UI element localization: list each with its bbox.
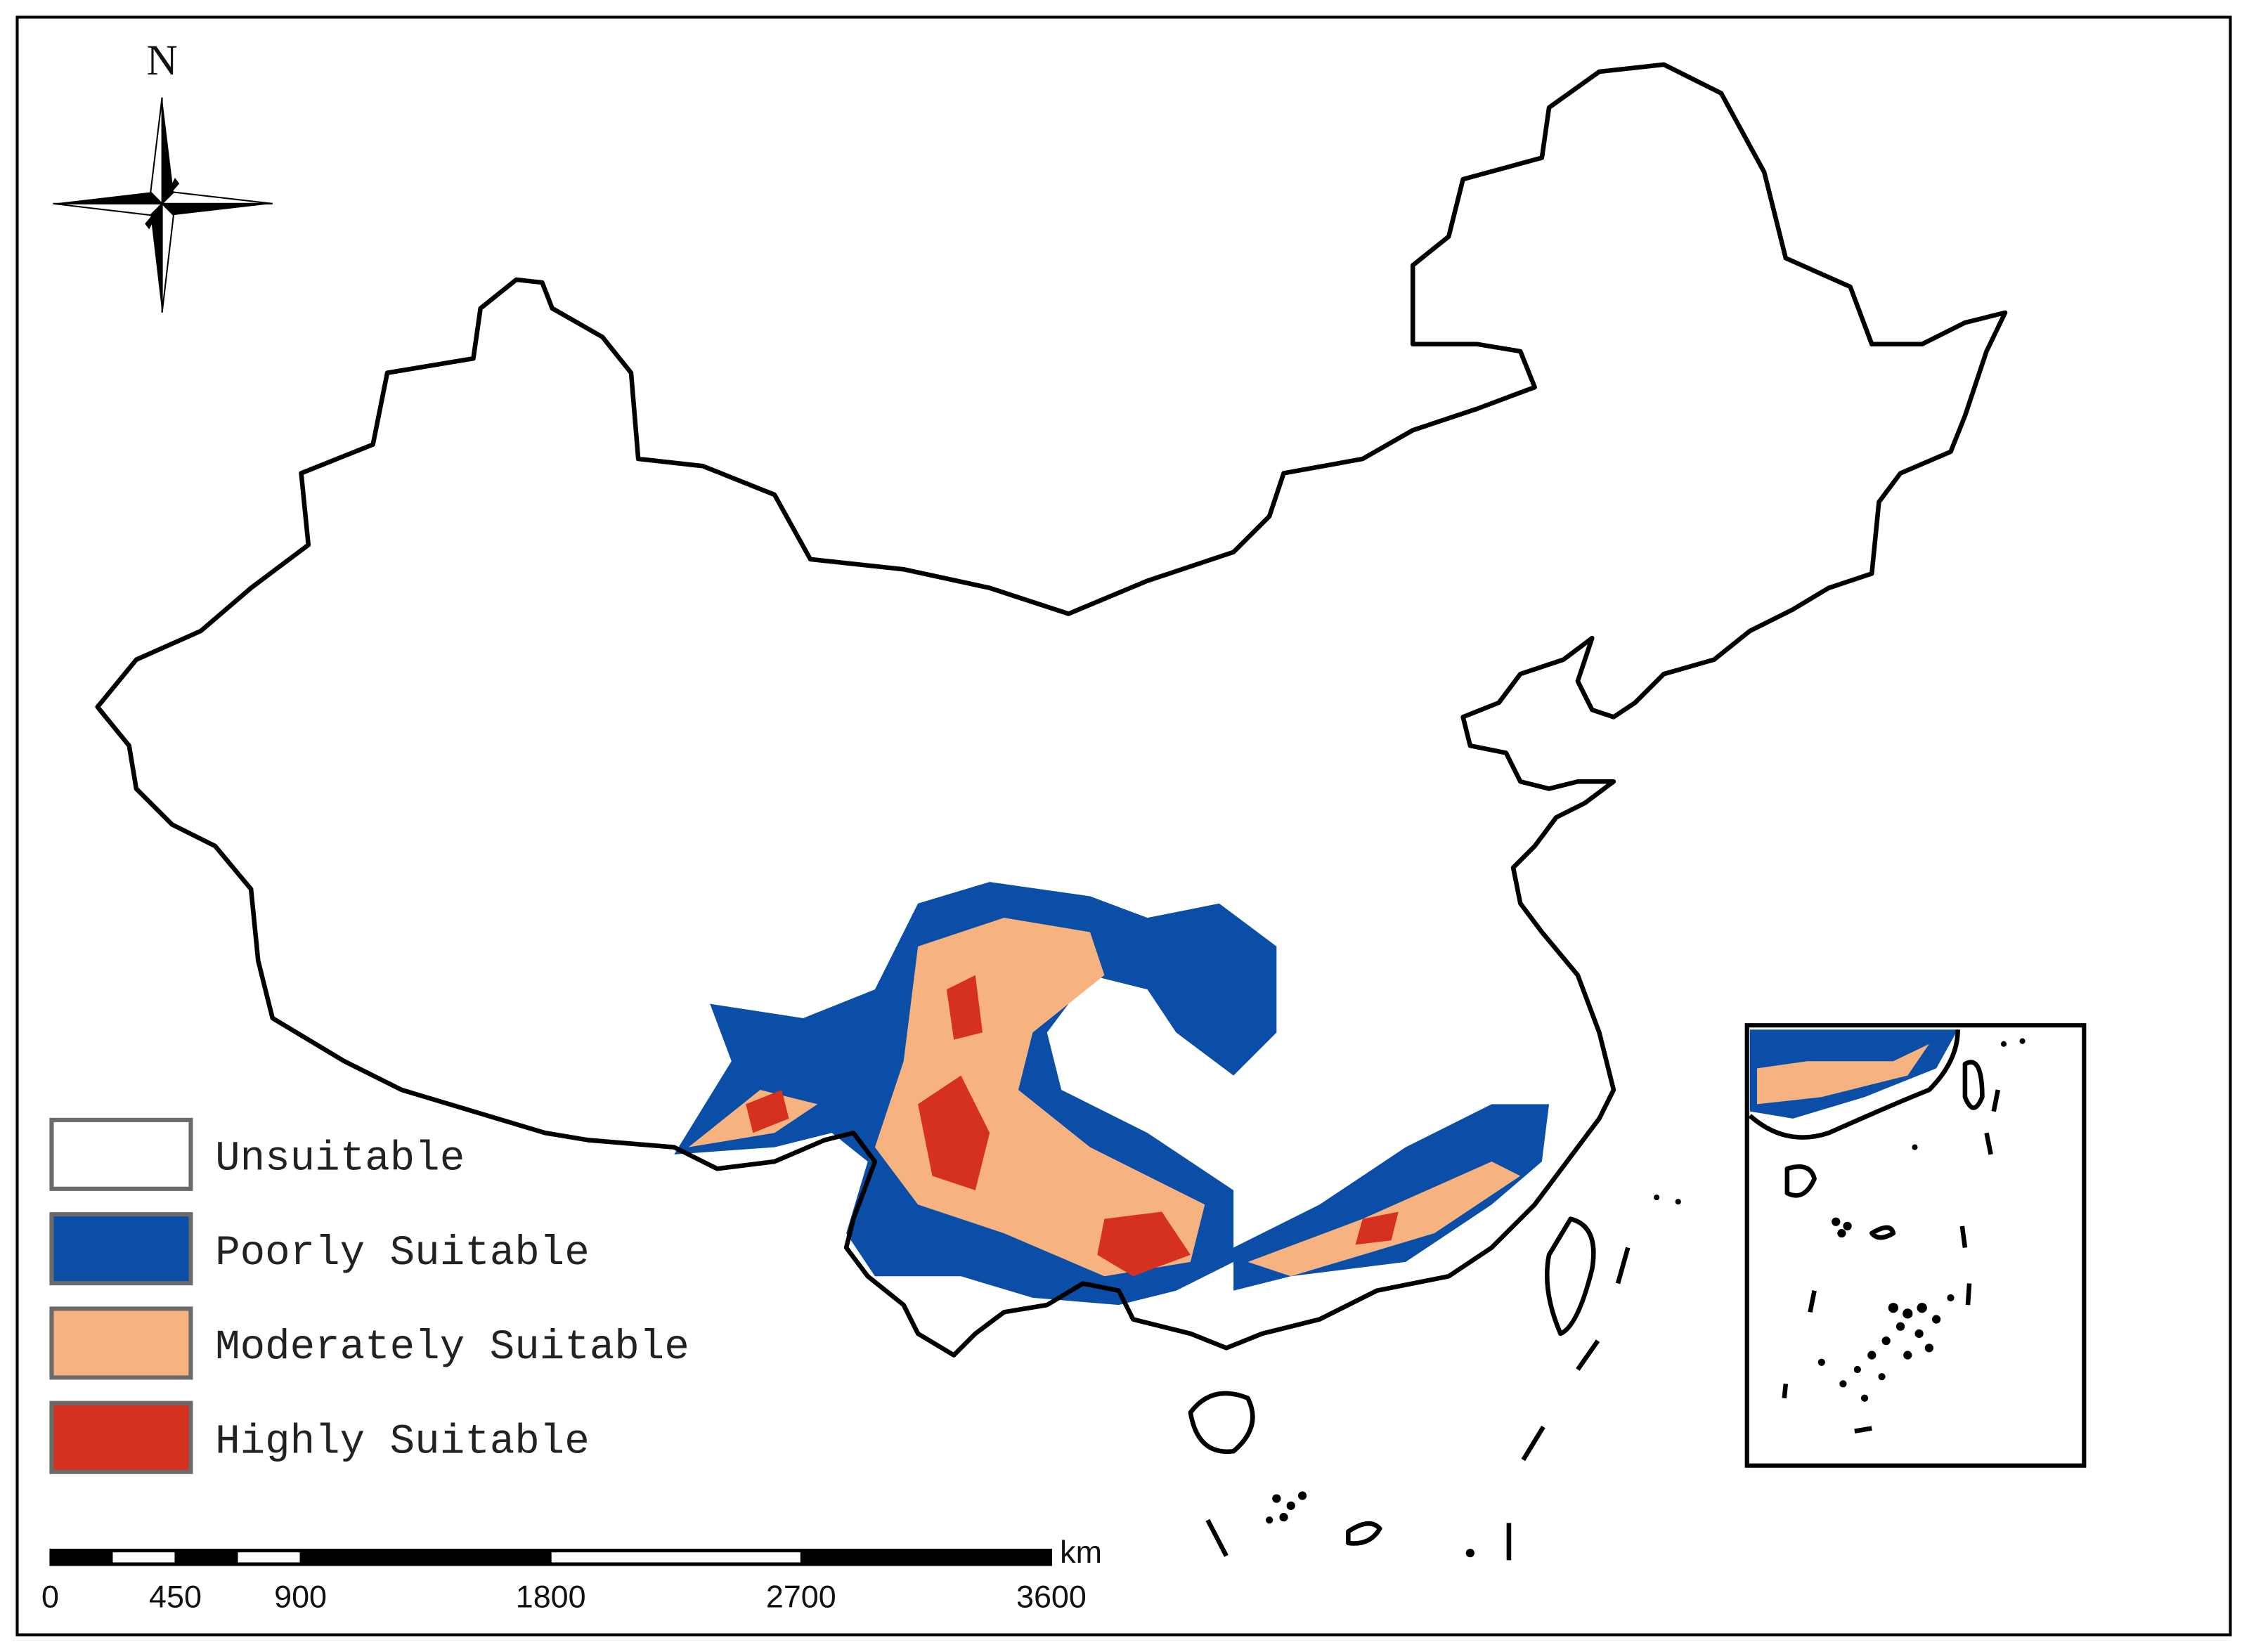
north-label: N [147, 37, 178, 84]
scale-bar: 0 450 900 1800 2700 3600 km [41, 1534, 1102, 1614]
inset-islands [1782, 1060, 2001, 1433]
scale-bar-segment [112, 1552, 176, 1563]
inset-dots [1817, 1038, 2026, 1402]
inset-map [1744, 1023, 2087, 1468]
legend: Unsuitable Poorly Suitable Moderately Suit… [49, 1117, 689, 1474]
poorly-suitable-area [674, 882, 1550, 1306]
legend-label: Highly Suitable [215, 1418, 590, 1465]
north-arrow: N [53, 37, 273, 313]
scale-bar-segment [238, 1552, 301, 1563]
legend-swatch [49, 1306, 193, 1380]
scale-label: 1800 [516, 1578, 586, 1614]
hainan [1188, 1391, 1255, 1455]
legend-swatch [49, 1400, 193, 1474]
scale-label: 3600 [1016, 1578, 1087, 1614]
legend-label: Moderately Suitable [215, 1324, 689, 1371]
scale-label: 900 [274, 1578, 327, 1614]
legend-label: Unsuitable [215, 1136, 465, 1183]
taiwan [1544, 1216, 1596, 1336]
legend-swatch [49, 1117, 193, 1191]
legend-swatch [49, 1212, 193, 1286]
island [1346, 1521, 1382, 1546]
scale-label: 2700 [766, 1578, 836, 1614]
scale-label: 0 [41, 1578, 59, 1614]
island [1205, 1247, 1631, 1561]
islands [1188, 1194, 1681, 1561]
legend-label: Poorly Suitable [215, 1230, 590, 1277]
scale-bar-segment [550, 1552, 801, 1563]
island-dots [1266, 1194, 1681, 1558]
scale-unit: km [1060, 1534, 1102, 1570]
inset-coast [1748, 1029, 1960, 1140]
scale-label: 450 [149, 1578, 202, 1614]
moderately-suitable-area [688, 918, 1521, 1277]
suitability-areas [674, 882, 1550, 1306]
country-border [95, 62, 2008, 1358]
inset-area [1757, 1043, 1929, 1105]
